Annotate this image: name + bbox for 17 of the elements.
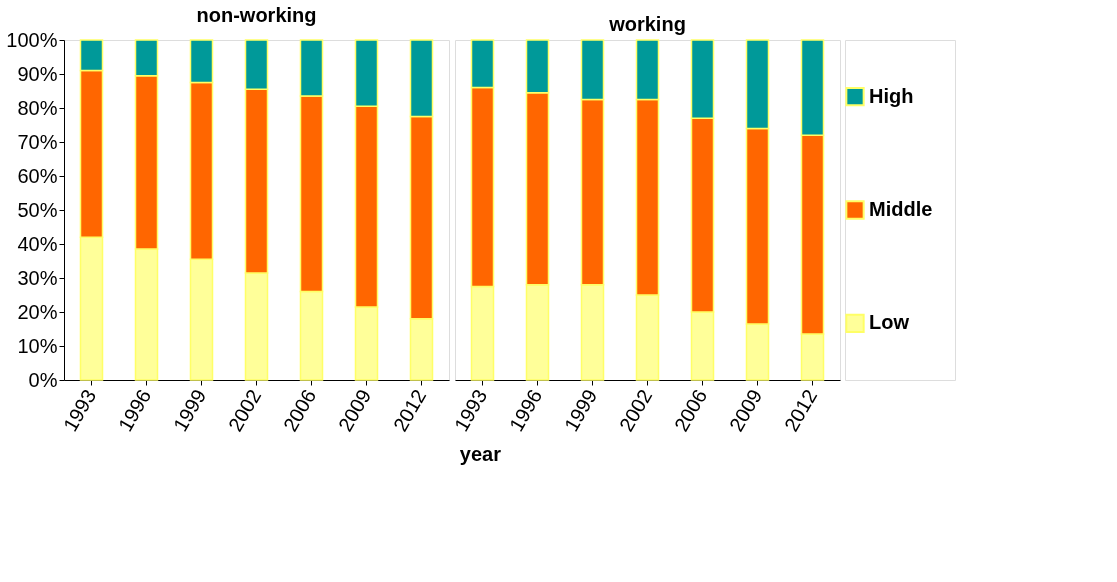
y-tick-label: 100% bbox=[6, 28, 58, 51]
y-tick-label: 20% bbox=[17, 300, 58, 323]
legend-label: High bbox=[869, 84, 914, 107]
y-tick-label: 40% bbox=[17, 232, 58, 255]
chart-title: working bbox=[608, 13, 686, 36]
x-axis-title: year bbox=[459, 443, 502, 466]
y-tick-label: 80% bbox=[17, 96, 58, 119]
y-tick-label: 0% bbox=[28, 368, 58, 391]
legend-label: Low bbox=[869, 311, 910, 334]
y-tick-label: 70% bbox=[17, 130, 58, 153]
y-tick-label: 90% bbox=[17, 62, 58, 85]
y-tick-label: 10% bbox=[17, 334, 58, 357]
chart-title: non-working bbox=[196, 4, 317, 26]
legend-label: Middle bbox=[869, 198, 933, 220]
y-tick-label: 50% bbox=[17, 198, 58, 221]
y-tick-label: 60% bbox=[17, 164, 58, 187]
y-tick-label: 30% bbox=[17, 266, 58, 289]
